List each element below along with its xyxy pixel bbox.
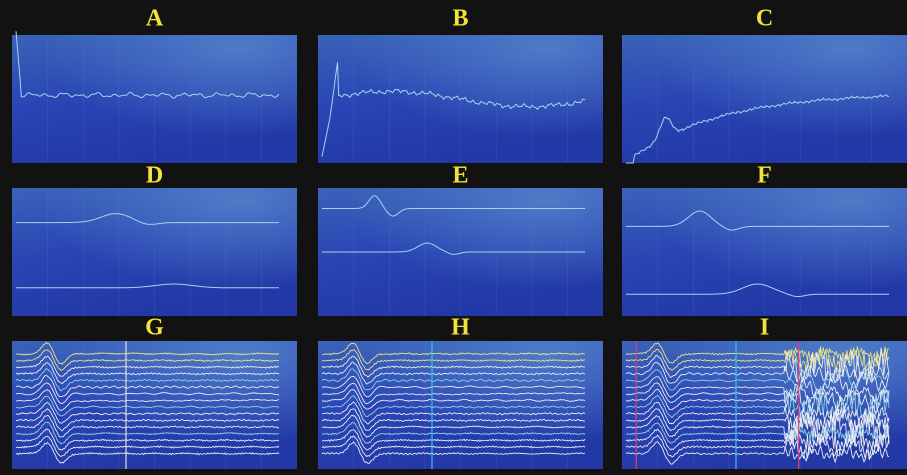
panel-label: C <box>756 6 773 32</box>
panel <box>622 35 907 163</box>
panel <box>12 341 297 469</box>
panel <box>318 341 603 469</box>
panel-label: F <box>757 163 772 189</box>
figure: A B C D E F G H I <box>0 0 907 475</box>
panel-label: E <box>452 163 468 189</box>
panel-label: B <box>452 6 468 32</box>
panel <box>318 188 603 316</box>
panel <box>12 188 297 316</box>
panel-label: D <box>146 163 163 189</box>
panel-label: I <box>760 315 769 341</box>
panel-label: H <box>451 315 470 341</box>
panel-label: A <box>146 6 164 32</box>
panel <box>318 35 603 163</box>
panel <box>12 31 297 163</box>
panel <box>622 188 907 316</box>
panel-label: G <box>145 315 164 341</box>
panel <box>622 341 907 469</box>
